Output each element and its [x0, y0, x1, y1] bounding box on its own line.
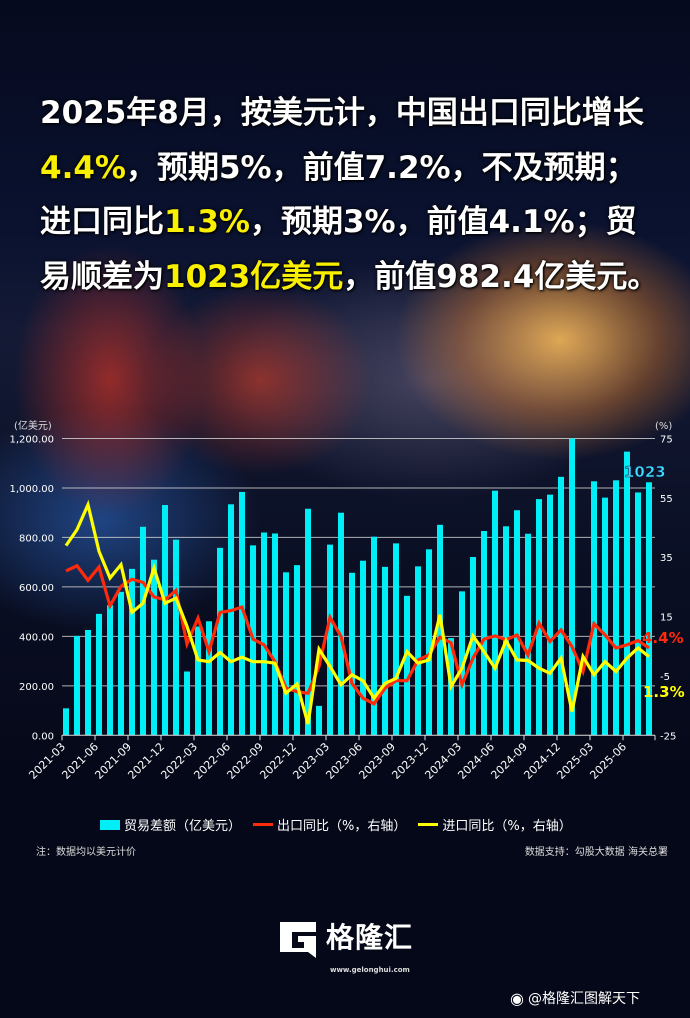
bar-trade-balance [393, 543, 399, 736]
headline-text: ，前值982.4亿美元。 [343, 258, 659, 295]
headline-text: ，预期5%，前值7.2%，不及预期；进口同比 [40, 149, 637, 241]
bar-trade-balance [217, 547, 223, 736]
left-tick-label: 600.00 [19, 583, 54, 594]
weibo-icon: ◉ [510, 988, 524, 1008]
bar-trade-balance [470, 556, 476, 736]
bar-trade-balance [382, 566, 388, 736]
footnote: 注：数据均以美元计价 [36, 847, 136, 858]
bar-trade-balance [481, 531, 487, 736]
legend-swatch-bar [100, 819, 120, 830]
bar-trade-balance [514, 510, 520, 736]
legend-swatch-export [253, 823, 274, 826]
bar-trade-balance [162, 505, 168, 736]
data-source: 数据支持：勾股大数据 海关总署 [524, 847, 668, 858]
legend-label: 进口同比（%，右轴） [442, 819, 572, 834]
bar-trade-balance [195, 626, 201, 736]
bar-trade-balance [140, 526, 146, 736]
bar-trade-balance [591, 481, 597, 736]
bar-trade-balance [437, 524, 443, 736]
bar-trade-balance [613, 480, 619, 736]
bar-trade-balance [129, 568, 135, 736]
bar-trade-balance [184, 671, 190, 736]
bar-trade-balance [371, 536, 377, 736]
bar-trade-balance [272, 533, 278, 736]
bar-trade-balance [294, 565, 300, 736]
bar-trade-balance [503, 526, 509, 736]
left-axis-unit: (亿美元) [14, 419, 52, 432]
right-tick-label: 35 [660, 553, 673, 564]
logo-url: www.gelonghui.com [330, 966, 410, 974]
bar-trade-balance [85, 629, 91, 736]
legend-label: 出口同比（%，右轴） [277, 819, 407, 834]
bar-trade-balance [492, 490, 498, 736]
legend-item-export: 出口同比（%，右轴） [253, 815, 406, 834]
legend: 贸易差额（亿美元） 出口同比（%，右轴） 进口同比（%，右轴） [100, 815, 584, 834]
legend-item-import: 进口同比（%，右轴） [418, 815, 572, 834]
bar-trade-balance [547, 494, 553, 736]
bar-trade-balance [569, 438, 575, 736]
left-tick-label: 400.00 [19, 632, 54, 643]
bar-trade-balance [63, 708, 69, 736]
g-logo-icon [278, 918, 318, 958]
bar-trade-balance [206, 621, 212, 736]
bar-trade-balance [239, 491, 245, 736]
import-last-label: 1.3% [643, 683, 685, 701]
bar-trade-balance [151, 559, 157, 736]
x-tick-label: 2025-06 [587, 740, 629, 782]
bar-last-label: 1023 [624, 463, 666, 481]
left-tick-label: 0.00 [32, 731, 54, 742]
trade-surplus-highlight: 1023亿美元 [164, 258, 344, 295]
bar-trade-balance [338, 512, 344, 736]
bar-trade-balance [173, 539, 179, 736]
trade-chart: (亿美元) (%) 0.00 200.00 400.00 600.00 800.00 1,… [9, 419, 685, 782]
bar-trade-balance [349, 572, 355, 736]
left-tick-label: 1,000.00 [9, 484, 54, 495]
weibo-handle-text: @格隆汇图解天下 [527, 991, 640, 1007]
bar-trade-balance [283, 572, 289, 736]
bar-trade-balance [404, 595, 410, 736]
gelonghui-logo: 格隆汇 [278, 918, 413, 958]
left-tick-label: 200.00 [19, 682, 54, 693]
bar-trade-balance [228, 504, 234, 736]
bar-trade-balance [525, 533, 531, 736]
export-growth-highlight: 4.4% [40, 149, 126, 186]
headline-text: ，预期3%，前值4.1%；贸易顺差为 [40, 204, 637, 295]
bar-trade-balance [602, 497, 608, 736]
bar-trade-balance [118, 591, 124, 736]
bar-trade-balance [558, 476, 564, 736]
left-tick-label: 800.00 [19, 533, 54, 544]
legend-item-trade-balance: 贸易差额（亿美元） [100, 815, 241, 834]
right-tick-label: 55 [660, 494, 673, 505]
export-last-label: 4.4% [642, 629, 684, 647]
bar-trade-balance [646, 482, 652, 736]
bar-trade-balance [536, 499, 542, 736]
bar-trade-balance [316, 705, 322, 736]
bar-trade-balance [261, 532, 267, 736]
bar-trade-balance [327, 544, 333, 736]
import-yoy-line [64, 499, 650, 725]
right-axis-unit: (%) [655, 421, 672, 432]
bar-trade-balance [107, 605, 113, 736]
left-tick-label: 1,200.00 [9, 435, 54, 446]
bar-trade-balance [96, 613, 102, 736]
right-tick-label: 75 [660, 435, 673, 446]
bar-trade-balance [305, 508, 311, 736]
bar-trade-balance [426, 549, 432, 736]
right-tick-label: -25 [660, 731, 676, 742]
bar-trade-balance [635, 492, 641, 736]
weibo-handle: ◉ @格隆汇图解天下 [510, 988, 640, 1008]
legend-swatch-import [418, 823, 439, 826]
headline: 2025年8月，按美元计，中国出口同比增长 4.4%，预期5%，前值7.2%，不及… [40, 86, 660, 304]
bar-trade-balance [624, 451, 630, 736]
right-tick-label: -5 [660, 672, 670, 683]
bar-trade-balance [415, 566, 421, 736]
right-tick-label: 15 [660, 613, 673, 624]
import-growth-highlight: 1.3% [164, 204, 250, 240]
bar-trade-balance [74, 635, 80, 736]
bar-trade-balance [360, 560, 366, 736]
logo-text: 格隆汇 [326, 921, 414, 954]
legend-label: 贸易差额（亿美元） [124, 819, 242, 834]
headline-text: 2025年8月，按美元计，中国出口同比增长 [40, 95, 644, 131]
